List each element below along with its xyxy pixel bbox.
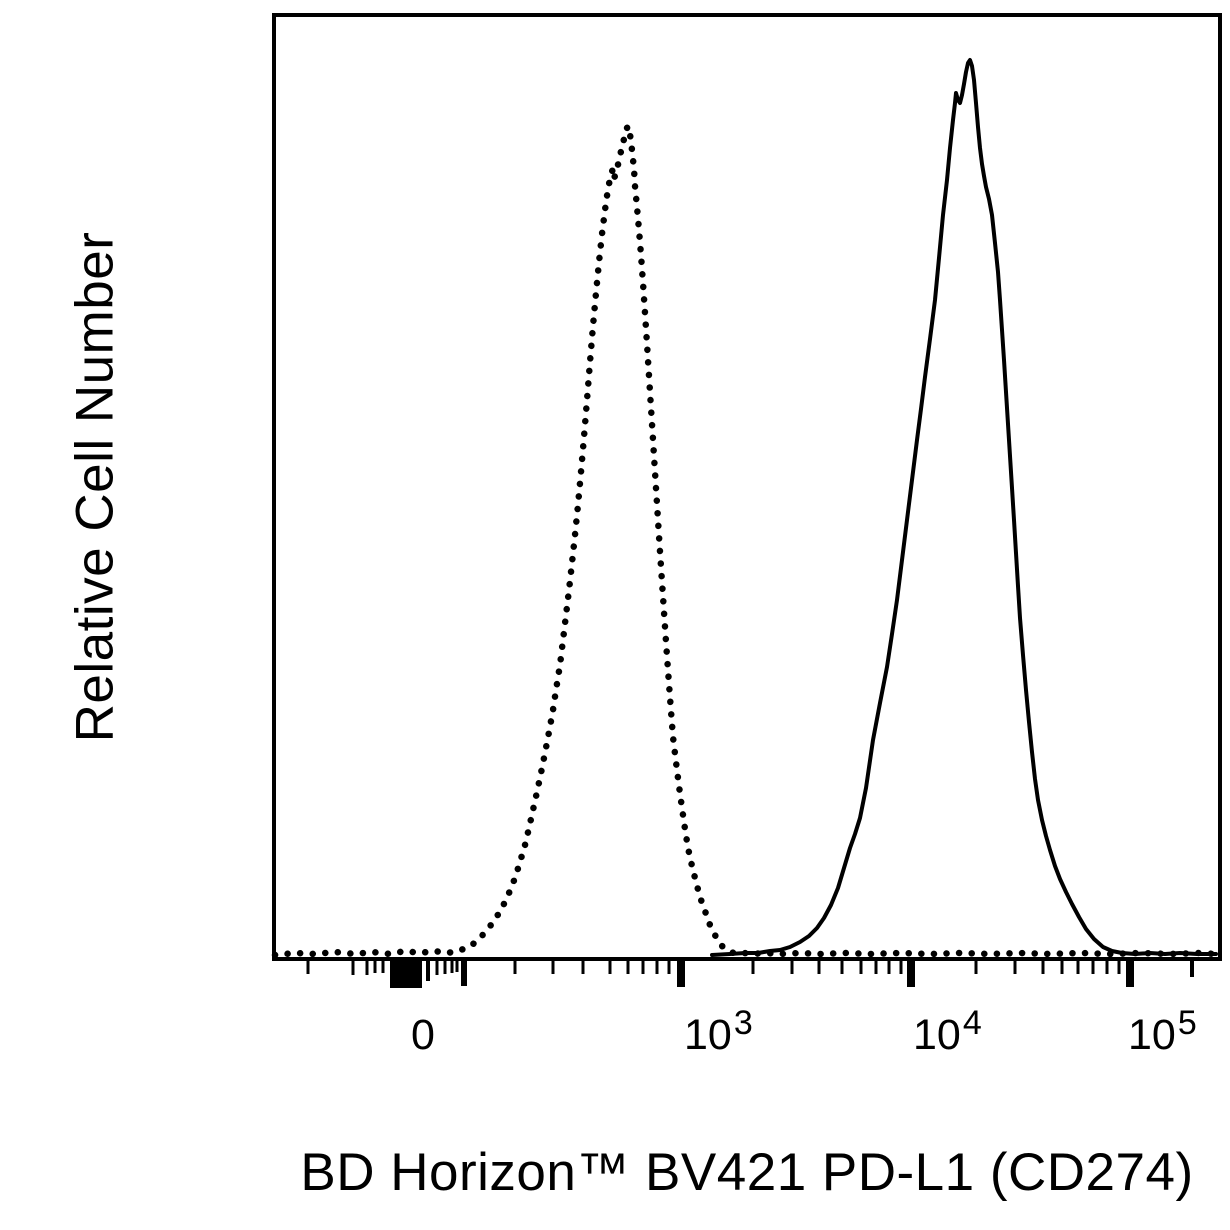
x-tick-label-1e5-base: 10 xyxy=(1128,1011,1176,1059)
x-axis-ticks xyxy=(306,959,1194,988)
plot-frame xyxy=(272,13,1222,961)
x-tick-label-1e4: 104 xyxy=(913,1006,982,1059)
x-tick-label-1e4-base: 10 xyxy=(913,1011,961,1059)
x-tick-label-1e5: 105 xyxy=(1128,1006,1197,1059)
x-tick-label-1e3-exponent: 3 xyxy=(733,1004,753,1042)
x-tick-label-1e4-exponent: 4 xyxy=(962,1004,982,1042)
x-tick-label-1e3: 103 xyxy=(684,1006,753,1059)
x-tick-label-0-text: 0 xyxy=(411,1011,435,1059)
x-tick-label-1e3-base: 10 xyxy=(684,1011,732,1059)
y-axis-title: Relative Cell Number xyxy=(65,231,125,743)
x-tick-label-0: 0 xyxy=(411,1014,435,1057)
histogram-curves xyxy=(271,58,1220,959)
x-axis-title: BD Horizon™ BV421 PD-L1 (CD274) xyxy=(300,1143,1194,1202)
x-tick-label-1e5-exponent: 5 xyxy=(1177,1004,1197,1042)
